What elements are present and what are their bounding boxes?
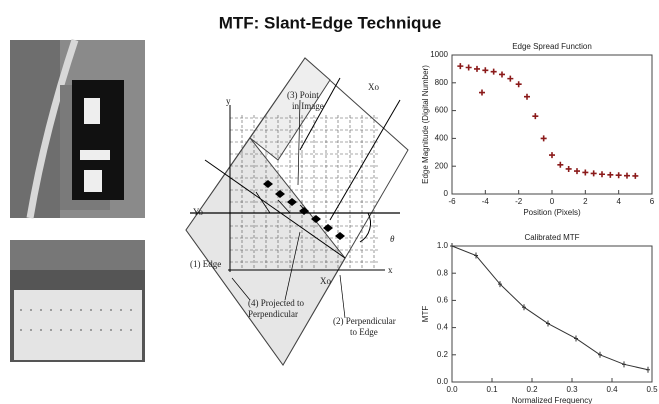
- data-point: [507, 75, 514, 82]
- y-tick-label: 400: [435, 134, 449, 143]
- x-tick-label: 0.4: [606, 385, 618, 394]
- y-tick-label: 0.8: [437, 268, 449, 277]
- data-point: [624, 172, 630, 179]
- x-tick-label: 2: [583, 197, 588, 206]
- data-point: [474, 65, 480, 72]
- data-point: [532, 113, 539, 120]
- plot-frame: [451, 245, 653, 383]
- y-axis-label: Edge Magnitude (Digital Number): [421, 65, 430, 184]
- x-tick-label: -6: [448, 197, 456, 206]
- y-tick-label: 600: [435, 106, 449, 115]
- data-point: [632, 172, 639, 179]
- data-point: [582, 169, 589, 176]
- y-axis-label: MTF: [421, 306, 430, 323]
- x-axis-label: x: [388, 265, 393, 275]
- point-label: in Image: [292, 101, 324, 111]
- aerial-photo-bottom: [10, 240, 145, 362]
- projected-label: (4) Projected to: [248, 298, 304, 308]
- data-marker: [498, 281, 502, 288]
- data-marker: [574, 335, 578, 342]
- x-axis-label: Position (Pixels): [523, 208, 581, 217]
- x-tick-label: -4: [482, 197, 490, 206]
- aerial-photo-top: [10, 38, 145, 219]
- y-tick-label: 1000: [430, 50, 448, 59]
- chart-title: Calibrated MTF: [524, 233, 579, 242]
- y-tick-label: 0.0: [437, 377, 449, 386]
- perpendicular-label: to Edge: [350, 327, 378, 337]
- data-marker: [450, 243, 454, 249]
- x-tick-label: 0.2: [526, 385, 538, 394]
- x-tick-label: 4: [616, 197, 621, 206]
- xo-label: Xo: [320, 276, 331, 286]
- y-axis-label: y: [226, 96, 231, 106]
- yo-label: Yo: [193, 207, 204, 217]
- data-point: [590, 170, 597, 177]
- data-point: [479, 89, 485, 96]
- slant-edge-diagram: y x Yo Xo Xo θ (1) Edge (3) Point in Ima…: [185, 57, 409, 366]
- data-point: [515, 81, 522, 88]
- data-point: [457, 63, 464, 70]
- y-tick-label: 0.2: [437, 350, 449, 359]
- data-point: [524, 93, 530, 100]
- data-point: [565, 165, 572, 172]
- data-marker: [598, 351, 602, 358]
- plot-frame: [451, 54, 653, 195]
- x-tick-label: 0.1: [486, 385, 498, 394]
- slide-title: MTF: Slant-Edge Technique: [219, 13, 442, 32]
- data-point: [482, 67, 489, 74]
- point-label: (3) Point: [287, 90, 319, 100]
- projected-label: Perpendicular: [248, 309, 298, 319]
- chart-title: Edge Spread Function: [512, 42, 592, 51]
- x-axis-label: Normalized Frequency: [512, 396, 592, 404]
- data-point: [607, 171, 614, 178]
- y-tick-label: 800: [435, 78, 449, 87]
- data-point: [490, 68, 497, 75]
- theta-label: θ: [390, 234, 395, 244]
- data-line: [451, 245, 649, 371]
- x-tick-label: 0.5: [646, 385, 658, 394]
- data-point: [574, 168, 580, 175]
- x-tick-label: 0: [550, 197, 555, 206]
- y-tick-label: 0: [444, 189, 449, 198]
- perpendicular-label: (2) Perpendicular: [333, 316, 396, 326]
- y-tick-label: 0.6: [437, 296, 449, 305]
- data-point: [549, 152, 555, 159]
- x-tick-label: 0.3: [566, 385, 578, 394]
- edge-label: (1) Edge: [190, 259, 221, 269]
- data-point: [499, 71, 505, 78]
- data-marker: [622, 361, 626, 368]
- data-marker: [546, 320, 550, 327]
- data-point: [540, 135, 547, 142]
- x-tick-label: -2: [515, 197, 523, 206]
- data-marker: [646, 366, 650, 373]
- y-tick-label: 0.4: [437, 323, 449, 332]
- data-point: [557, 161, 564, 168]
- data-point: [465, 64, 472, 71]
- data-marker: [522, 304, 526, 311]
- data-point: [615, 172, 622, 179]
- x-tick-label: 0.0: [446, 385, 458, 394]
- y-tick-label: 1.0: [437, 241, 449, 250]
- x-tick-label: 6: [650, 197, 655, 206]
- data-point: [599, 171, 605, 178]
- xo-label: Xo: [368, 82, 379, 92]
- y-tick-label: 200: [435, 161, 449, 170]
- data-marker: [474, 252, 478, 259]
